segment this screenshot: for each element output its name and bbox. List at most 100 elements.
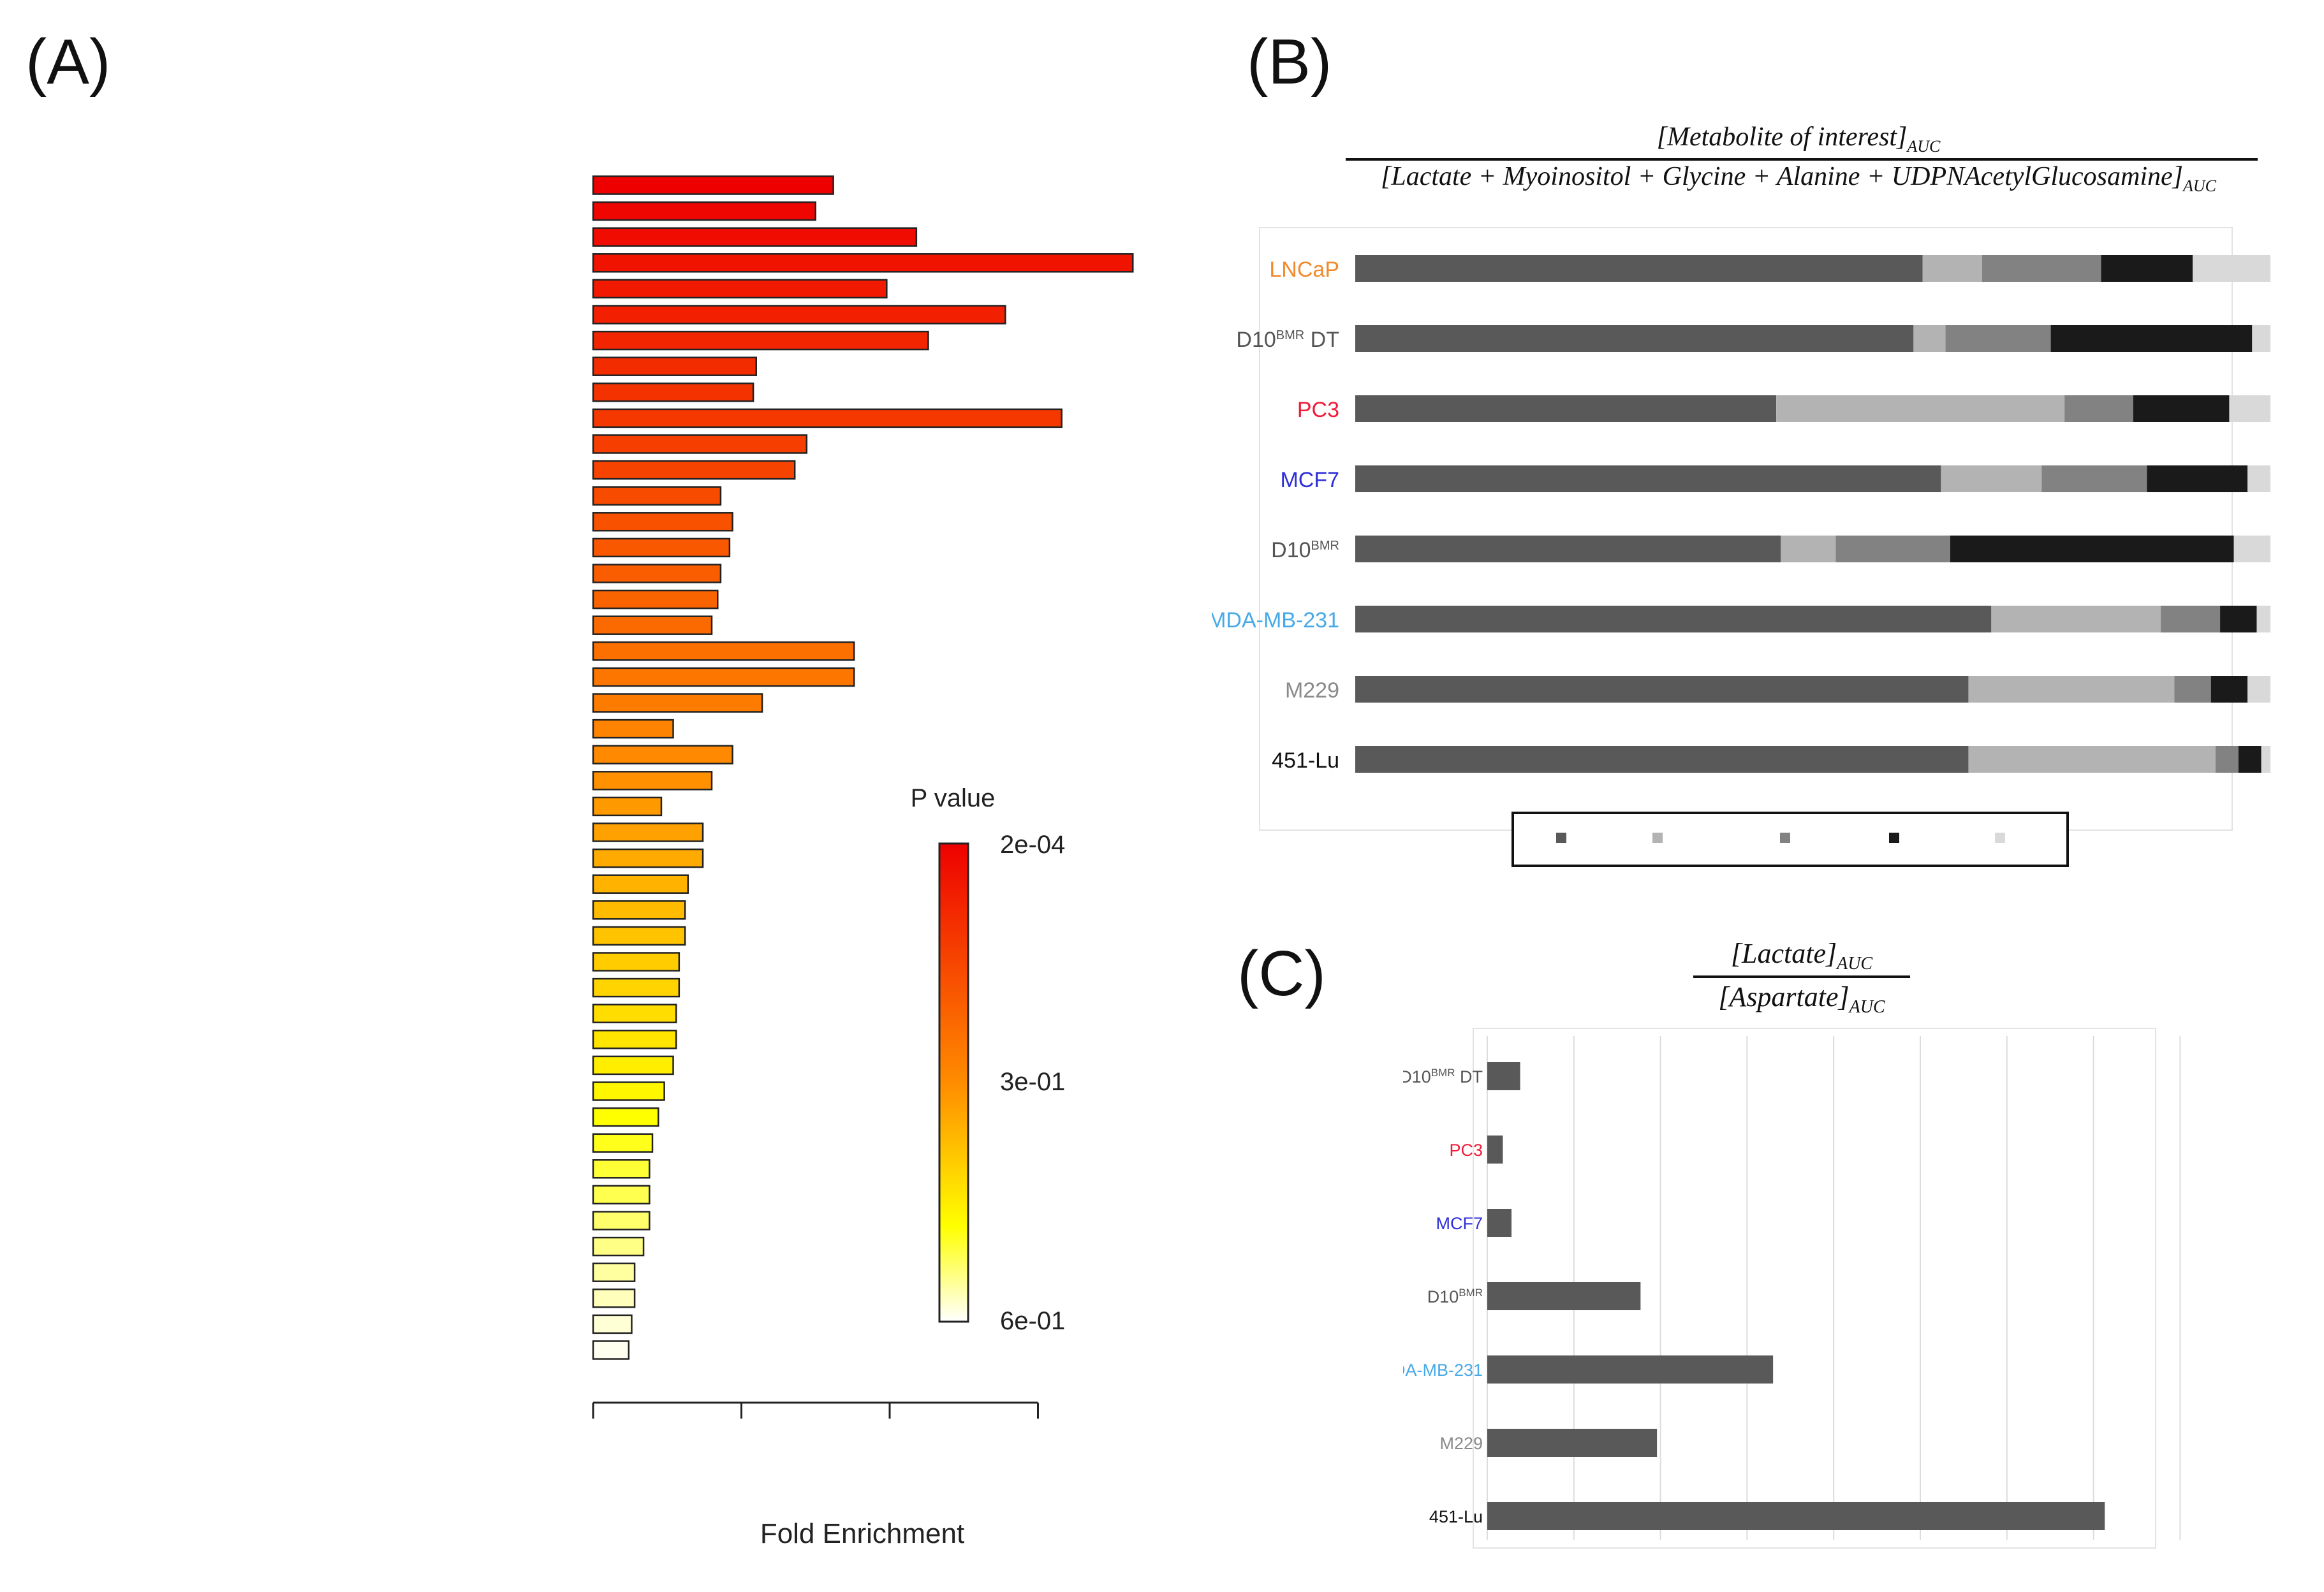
chart-a-bar [592,796,663,817]
chart-b-label: D10BMR DT [1236,328,1339,352]
chart-b-segment-lactate [1355,395,1777,422]
chart-b-segment-glycine [2041,465,2147,492]
chart-b-segment-glycine [1945,325,2051,352]
svg-text:[Metabolite of interest]AUC: [Metabolite of interest]AUC [1657,122,1941,156]
chart-c-label-suffix: DT [1455,1067,1483,1086]
chart-a-bar [592,1289,636,1308]
chart-b-label: MCF7 [1280,468,1339,492]
chart-a-bar [592,771,713,791]
chart-a-xlabel: Fold Enrichment [760,1518,964,1549]
chart-b-segment-myo-inositol [1922,255,1982,282]
chart-a-bar [592,1107,659,1127]
chart-b-label-sup: BMR [1276,328,1304,342]
chart-a-bar [592,227,918,247]
chart-b-label-name: PC3 [1297,398,1339,422]
panel-label-b: (B) [1247,26,1332,98]
chart-b-segment-alanine [2133,395,2230,422]
chart-b-label-name: M229 [1285,678,1339,703]
chart-a: Fold Enrichment P value 2e-04 3e-01 6e-0… [592,175,1134,1549]
chart-b-segment-lactate [1355,536,1781,562]
chart-a-bar [592,848,704,868]
chart-a-bar [592,356,757,376]
svg-text:[Aspartate]AUC: [Aspartate]AUC [1718,981,1885,1017]
colorbar [938,842,969,1323]
chart-b-title-denominator: [Lactate + Myoinositol + Glycine + Alani… [1381,162,2183,191]
chart-a-bar [592,952,680,972]
chart-c-label-name: MDA-MB-231 [1403,1361,1483,1380]
chart-a-bar [592,641,855,661]
chart-b-segment-myo-inositol [1913,325,1946,352]
chart-c-title-numerator: [Lactate] [1731,938,1837,969]
chart-b-segment-lactate [1355,606,1992,632]
chart-a-bars [592,175,1134,1360]
chart-c-label: PC3 [1449,1141,1483,1160]
chart-b-segment-lactate [1355,325,1914,352]
chart-c-title: [Lactate]AUC [Aspartate]AUC [1693,938,1910,1017]
chart-a-bar [592,926,686,946]
chart-c-label-name: D10 [1427,1287,1459,1306]
chart-a-bar [592,1340,630,1360]
chart-a-bar [592,1185,651,1205]
chart-b-label: PC3 [1297,398,1339,422]
chart-c-label-sup: BMR [1459,1287,1483,1299]
colorbar-label-mid: 3e-01 [1000,1068,1065,1096]
chart-c-bar [1487,1502,2105,1530]
chart-b-label-name: MCF7 [1280,468,1339,492]
chart-b-segment-myo-inositol [1991,606,2161,632]
colorbar-label-top: 2e-04 [1000,831,1065,859]
chart-a-bar [592,667,855,687]
chart-a-bar [592,175,834,195]
chart-b-segment-udp-glcnac [2256,606,2270,632]
chart-b-segment-myo-inositol [1781,536,1836,562]
chart-c-label-name: PC3 [1449,1141,1483,1160]
chart-c-bar [1487,1429,1658,1457]
chart-b-segment-alanine [2238,746,2261,773]
chart-a-bar [592,589,719,610]
chart-b-segment-lactate [1355,676,1969,703]
panel-label-a: (A) [26,26,111,98]
panel-label-c: (C) [1237,938,1326,1009]
chart-a-bar [592,822,704,842]
chart-c-labels: D10BMR DTPC3MCF7D10BMRMDA-MB-231M229451-… [1403,1067,1483,1526]
chart-b-segment-myo-inositol [1941,465,2042,492]
chart-c-label: D10BMR [1427,1287,1483,1306]
chart-b-segment-lactate [1355,255,1923,282]
chart-a-bar [592,486,722,506]
chart-b-label: MDA-MB-231 [1212,608,1339,632]
chart-b-segment-glycine [1835,536,1950,562]
colorbar-title: P value [911,784,996,812]
chart-b-segment-glycine [2160,606,2221,632]
chart-b-segment-glycine [2064,395,2133,422]
chart-c-label-name: D10 [1403,1067,1431,1086]
chart-a-bar [592,1081,665,1101]
chart-c-title-sub: AUC [1835,954,1872,974]
chart-b-label: M229 [1285,678,1339,703]
chart-a-bar [592,693,763,713]
chart-a-bar [592,1314,633,1334]
chart-b-legend-swatch [1995,833,2005,843]
chart-b-segment-myo-inositol [1968,746,2216,773]
chart-b-label-suffix: DT [1304,328,1339,352]
chart-b-label-name: D10 [1271,538,1311,562]
chart-c-label: MDA-MB-231 [1403,1361,1483,1380]
chart-a-bar [592,1236,645,1257]
chart-b-segment-alanine [2220,606,2257,632]
chart-b-segment-lactate [1355,746,1969,773]
chart-c-bars [1487,1062,2105,1530]
chart-a-bar [592,1211,651,1231]
chart-b-segment-alanine [2147,465,2248,492]
chart-a-bar [592,537,731,558]
chart-b-segment-udp-glcnac [2229,395,2270,422]
chart-a-bar [592,977,680,998]
chart-a-bar [592,408,1063,428]
chart-c-title-sub-2: AUC [1848,997,1885,1017]
chart-b-legend-swatch [1652,833,1663,843]
chart-a-bar [592,745,733,764]
chart-a-bar [592,900,686,920]
chart-a-axis [592,1401,1039,1419]
chart-c-label-name: 451-Lu [1429,1507,1483,1526]
svg-text:[Lactate]AUC: [Lactate]AUC [1731,938,1873,974]
chart-c-label: MCF7 [1436,1214,1483,1233]
chart-a-bar [592,201,816,221]
